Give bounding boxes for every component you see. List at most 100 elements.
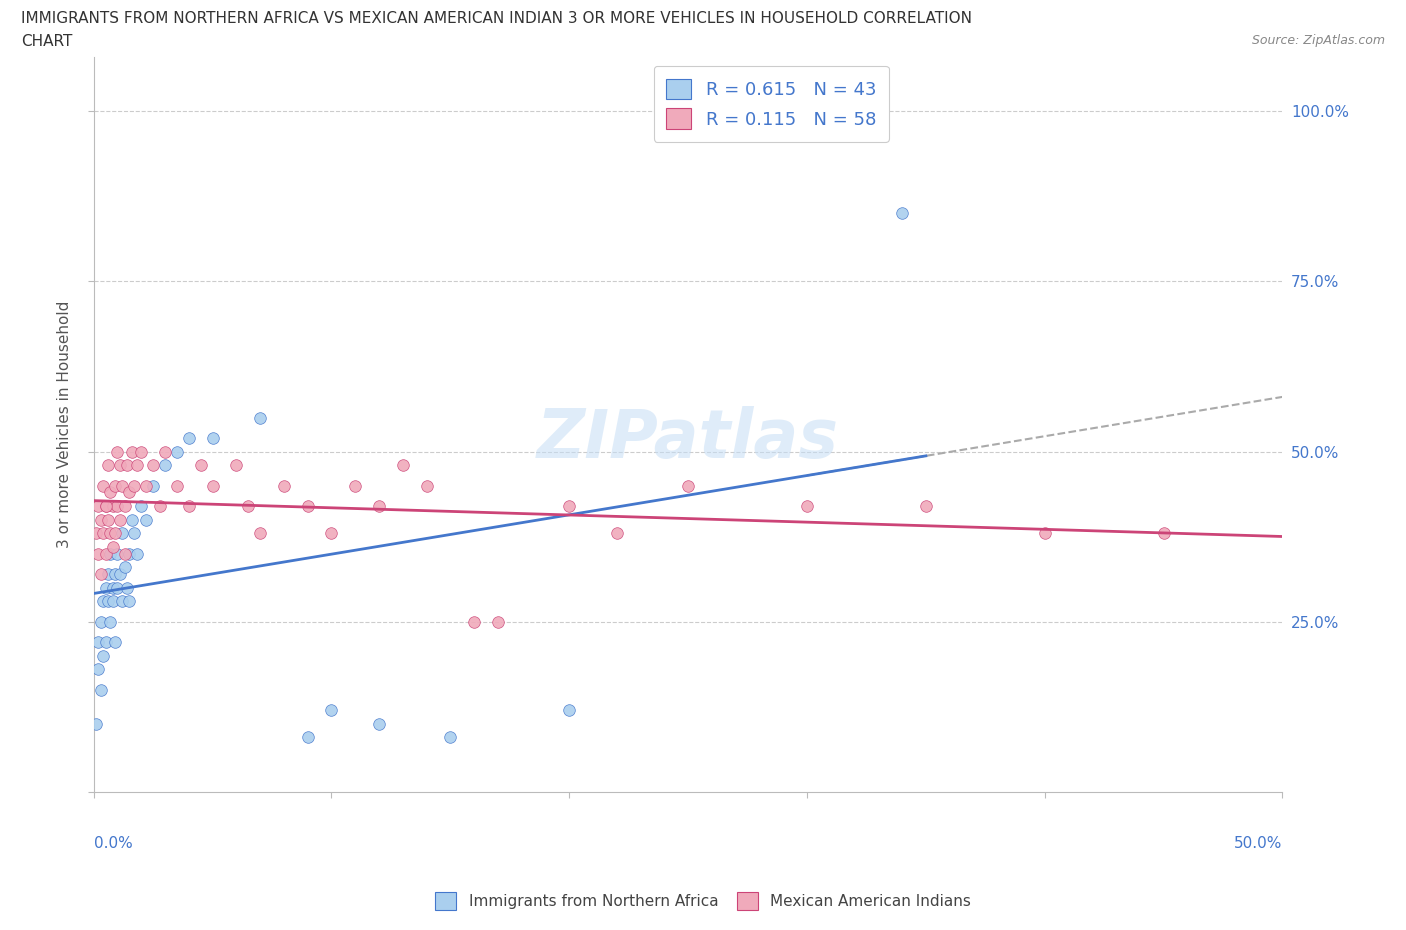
Point: [249, 410, 271, 425]
Point: [153, 445, 176, 459]
Point: [104, 635, 127, 650]
Point: [87, 498, 110, 513]
Y-axis label: 3 or more Vehicles in Household: 3 or more Vehicles in Household: [58, 300, 72, 548]
Point: [321, 525, 343, 540]
Point: [107, 445, 129, 459]
Point: [891, 206, 914, 220]
Point: [142, 478, 165, 493]
Point: [107, 546, 129, 561]
Point: [142, 458, 165, 472]
Point: [91, 594, 114, 609]
Point: [149, 498, 172, 513]
Text: Source: ZipAtlas.com: Source: ZipAtlas.com: [1251, 34, 1385, 47]
Point: [297, 498, 319, 513]
Point: [122, 525, 145, 540]
Point: [91, 648, 114, 663]
Point: [125, 546, 148, 561]
Point: [108, 458, 131, 472]
Point: [84, 716, 107, 731]
Point: [201, 478, 224, 493]
Text: CHART: CHART: [21, 34, 73, 49]
Point: [115, 580, 138, 595]
Point: [606, 525, 628, 540]
Point: [111, 525, 134, 540]
Point: [225, 458, 247, 472]
Point: [238, 498, 260, 513]
Point: [177, 498, 200, 513]
Point: [486, 615, 509, 630]
Point: [94, 546, 117, 561]
Point: [101, 580, 124, 595]
Point: [321, 703, 343, 718]
Point: [101, 594, 124, 609]
Point: [177, 431, 200, 445]
Text: IMMIGRANTS FROM NORTHERN AFRICA VS MEXICAN AMERICAN INDIAN 3 OR MORE VEHICLES IN: IMMIGRANTS FROM NORTHERN AFRICA VS MEXIC…: [21, 11, 972, 26]
Point: [915, 498, 938, 513]
Point: [166, 445, 188, 459]
Point: [108, 512, 131, 527]
Point: [97, 594, 120, 609]
Point: [90, 512, 112, 527]
Point: [676, 478, 699, 493]
Point: [190, 458, 212, 472]
Point: [111, 594, 134, 609]
Legend: Immigrants from Northern Africa, Mexican American Indians: Immigrants from Northern Africa, Mexican…: [427, 884, 979, 918]
Point: [97, 512, 120, 527]
Point: [135, 512, 157, 527]
Point: [558, 703, 581, 718]
Point: [97, 566, 120, 581]
Point: [90, 683, 112, 698]
Point: [101, 498, 124, 513]
Point: [558, 498, 581, 513]
Point: [98, 525, 121, 540]
Point: [153, 458, 176, 472]
Point: [84, 525, 107, 540]
Point: [107, 580, 129, 595]
Point: [87, 662, 110, 677]
Point: [98, 615, 121, 630]
Point: [98, 485, 121, 500]
Point: [249, 525, 271, 540]
Point: [90, 615, 112, 630]
Text: 0.0%: 0.0%: [94, 836, 132, 851]
Point: [111, 478, 134, 493]
Point: [114, 546, 136, 561]
Point: [135, 478, 157, 493]
Point: [273, 478, 295, 493]
Text: ZIPatlas: ZIPatlas: [537, 406, 839, 472]
Point: [101, 539, 124, 554]
Point: [94, 498, 117, 513]
Point: [166, 478, 188, 493]
Point: [129, 445, 152, 459]
Point: [297, 730, 319, 745]
Point: [91, 478, 114, 493]
Point: [104, 525, 127, 540]
Point: [115, 458, 138, 472]
Point: [97, 458, 120, 472]
Point: [1033, 525, 1056, 540]
Point: [118, 485, 141, 500]
Point: [94, 498, 117, 513]
Point: [114, 498, 136, 513]
Point: [87, 635, 110, 650]
Point: [87, 546, 110, 561]
Point: [122, 478, 145, 493]
Point: [368, 498, 391, 513]
Point: [107, 498, 129, 513]
Point: [121, 512, 143, 527]
Point: [104, 478, 127, 493]
Point: [125, 458, 148, 472]
Text: 50.0%: 50.0%: [1234, 836, 1282, 851]
Point: [463, 615, 485, 630]
Point: [1153, 525, 1175, 540]
Point: [114, 560, 136, 575]
Point: [121, 445, 143, 459]
Point: [94, 635, 117, 650]
Point: [796, 498, 818, 513]
Point: [98, 546, 121, 561]
Point: [391, 458, 413, 472]
Point: [368, 716, 391, 731]
Point: [439, 730, 461, 745]
Point: [108, 566, 131, 581]
Point: [201, 431, 224, 445]
